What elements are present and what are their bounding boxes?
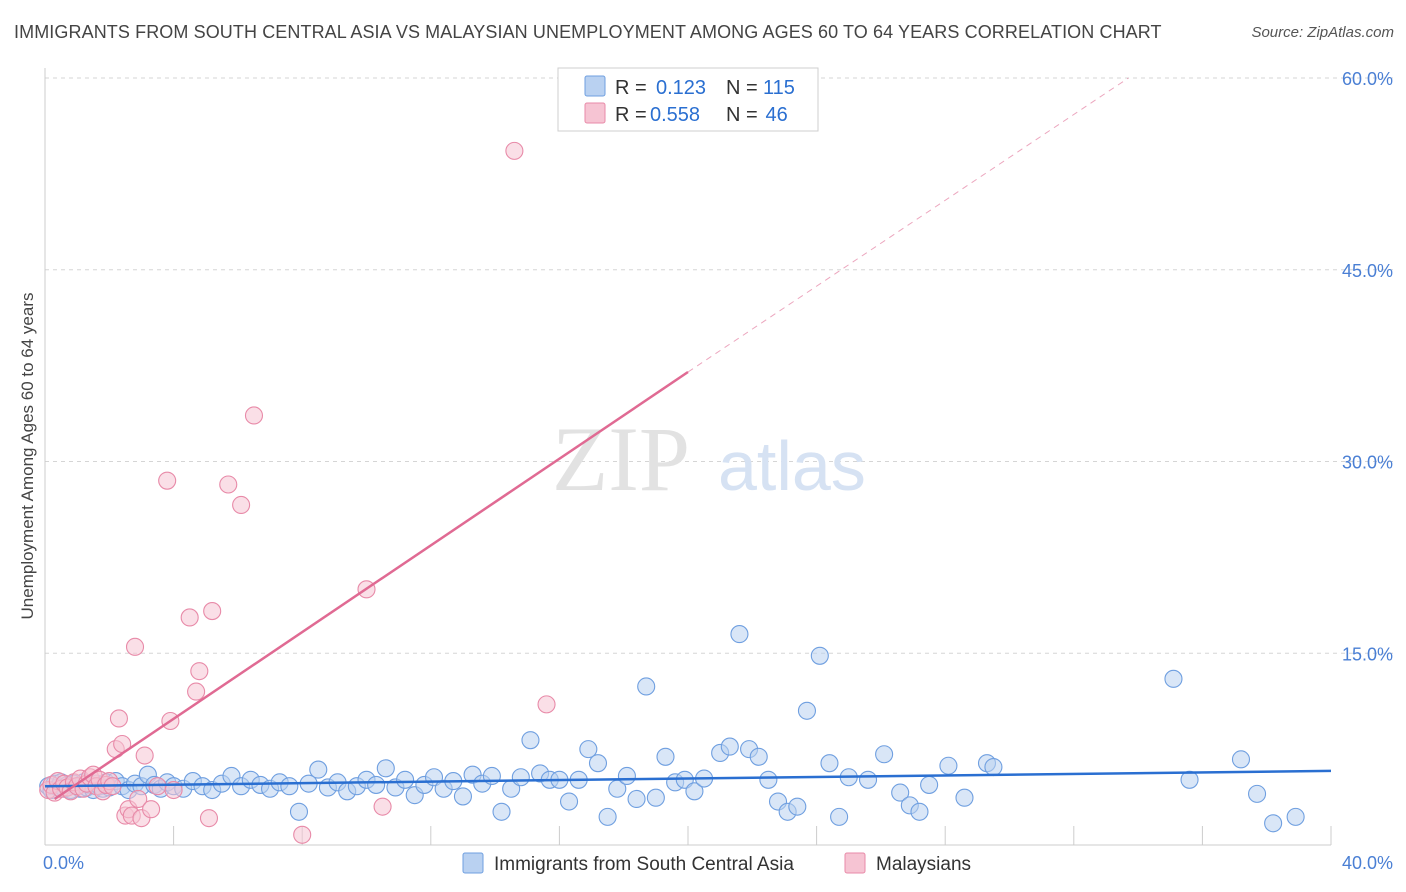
point-immigrants: [637, 677, 656, 696]
point-immigrants: [511, 768, 530, 787]
x-tick-label: 0.0%: [43, 853, 84, 873]
point-immigrants: [396, 770, 415, 789]
point-immigrants: [376, 759, 395, 778]
point-immigrants: [820, 754, 839, 773]
legend-n-value-pink: 46: [760, 104, 788, 126]
point-immigrants: [797, 701, 817, 720]
gridlines: [45, 77, 1395, 654]
point-immigrants: [559, 792, 579, 811]
bottom-legend-label-pink: Malaysians: [876, 854, 971, 875]
watermark-zip: ZIP: [552, 408, 690, 510]
legend-n-value-blue: 115: [763, 77, 795, 99]
point-malaysians: [244, 406, 264, 425]
y-tick-label: 60.0%: [1342, 69, 1393, 89]
point-immigrants: [788, 797, 807, 816]
point-immigrants: [309, 760, 328, 779]
point-immigrants: [588, 754, 608, 773]
point-malaysians: [293, 825, 312, 844]
point-malaysians: [219, 475, 238, 494]
point-malaysians: [190, 662, 209, 681]
watermark-atlas: atlas: [718, 427, 866, 505]
point-immigrants: [955, 788, 974, 807]
point-immigrants: [656, 747, 675, 766]
point-immigrants: [858, 770, 878, 789]
point-immigrants: [1164, 669, 1183, 688]
point-malaysians: [203, 602, 222, 621]
point-immigrants: [627, 789, 646, 809]
point-immigrants: [617, 766, 636, 786]
trend-line-immigrants: [44, 769, 1332, 788]
point-immigrants: [920, 775, 939, 794]
point-malaysians: [199, 809, 219, 828]
point-immigrants: [910, 802, 929, 821]
point-immigrants: [759, 770, 778, 789]
point-malaysians: [148, 777, 167, 796]
point-immigrants: [875, 745, 894, 764]
point-malaysians: [537, 695, 556, 714]
point-immigrants: [730, 625, 749, 644]
legend-r-value-pink: 0.558: [650, 104, 700, 126]
y-tick-label: 45.0%: [1342, 261, 1393, 281]
source-credit: Source: ZipAtlas.com: [1251, 24, 1394, 41]
trend-lines: [44, 77, 1332, 801]
legend-n-label-pink: N =: [726, 104, 758, 126]
point-malaysians: [232, 495, 251, 515]
point-malaysians: [129, 789, 148, 809]
legend-n-label-blue: N =: [726, 77, 758, 99]
legend-swatch-blue: [584, 75, 606, 97]
bottom-legend-swatch-pink: [844, 852, 866, 874]
x-tick-label: 40.0%: [1342, 853, 1393, 873]
point-malaysians: [109, 709, 128, 728]
point-immigrants: [939, 756, 958, 775]
point-immigrants: [521, 731, 540, 750]
bottom-legend-label-blue: Immigrants from South Central Asia: [494, 854, 794, 875]
point-immigrants: [810, 646, 829, 665]
point-malaysians: [187, 682, 206, 701]
y-tick-label: 15.0%: [1342, 644, 1393, 664]
point-immigrants: [1264, 814, 1283, 833]
point-malaysians: [180, 608, 199, 627]
point-immigrants: [579, 740, 598, 759]
watermark: ZIP atlas: [552, 408, 866, 510]
series-legend: Immigrants from South Central Asia Malay…: [462, 852, 971, 875]
point-immigrants: [1231, 750, 1251, 769]
legend-r-label-pink: R =: [615, 104, 647, 126]
point-malaysians: [135, 746, 154, 765]
point-immigrants: [685, 782, 704, 801]
stats-legend: R = 0.123 N = 115 R = 0.558 N = 46: [557, 67, 819, 132]
series-malaysians-points: [39, 141, 556, 844]
legend-r-label-blue: R =: [615, 77, 647, 99]
point-immigrants: [984, 757, 1003, 777]
point-immigrants: [598, 807, 617, 826]
point-immigrants: [749, 747, 768, 766]
legend-r-value-blue: 0.123: [656, 77, 706, 99]
trend-extension-malaysians: [687, 77, 1129, 373]
legend-swatch-pink: [584, 102, 606, 124]
tick-labels: 15.0% 30.0% 45.0% 60.0% 0.0% 40.0%: [43, 69, 1393, 873]
point-immigrants: [720, 737, 739, 756]
point-immigrants: [492, 802, 511, 821]
point-immigrants: [646, 788, 665, 807]
point-immigrants: [830, 807, 849, 826]
axes: [44, 68, 1332, 846]
point-malaysians: [373, 797, 392, 816]
chart-title: IMMIGRANTS FROM SOUTH CENTRAL ASIA VS MA…: [14, 22, 1162, 42]
bottom-legend-swatch-blue: [462, 852, 484, 874]
point-malaysians: [125, 637, 145, 656]
point-immigrants: [1248, 784, 1267, 803]
y-tick-label: 30.0%: [1342, 453, 1393, 473]
point-immigrants: [453, 787, 473, 806]
point-immigrants: [367, 775, 386, 794]
series-immigrants-points: [39, 625, 1305, 833]
point-immigrants: [280, 777, 299, 796]
point-malaysians: [505, 141, 524, 160]
point-malaysians: [142, 800, 161, 819]
point-immigrants: [891, 783, 910, 802]
trend-line-malaysians: [53, 370, 689, 801]
point-malaysians: [158, 471, 177, 490]
point-immigrants: [289, 802, 309, 821]
point-immigrants: [1286, 807, 1305, 826]
